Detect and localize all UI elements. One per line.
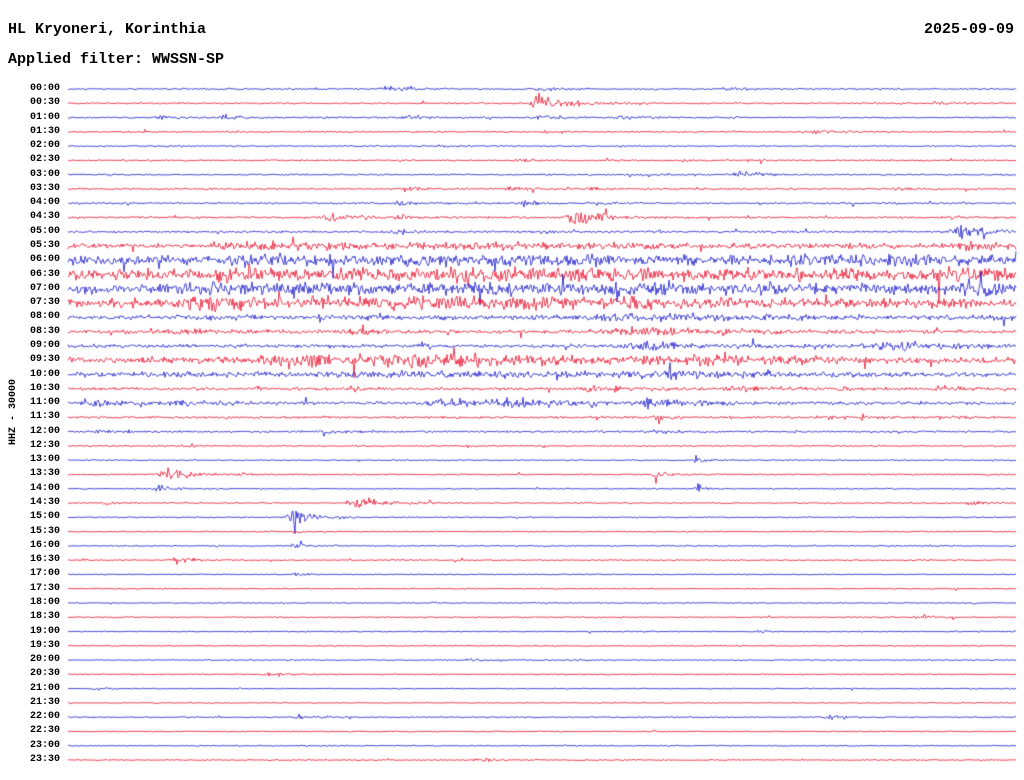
trace-time-label: 14:30 (29, 497, 60, 509)
trace-time-label: 03:00 (29, 168, 60, 180)
trace-time-label: 18:00 (29, 596, 60, 608)
trace-time-label: 09:00 (29, 339, 60, 351)
trace-time-label: 00:00 (29, 83, 60, 94)
trace-time-label: 09:30 (29, 354, 60, 366)
trace-time-label: 08:30 (29, 325, 60, 337)
trace-time-label: 06:00 (29, 254, 60, 266)
trace-time-label: 15:00 (29, 511, 60, 523)
trace-time-label: 11:30 (29, 411, 60, 423)
trace-time-label: 05:00 (29, 225, 60, 237)
filter-label: Applied filter: WWSSN-SP (8, 51, 225, 68)
trace-time-label: 04:30 (29, 211, 60, 223)
station-title: HL Kryoneri, Korinthia (8, 21, 207, 38)
trace-time-label: 20:30 (29, 668, 60, 680)
trace-time-label: 03:30 (29, 182, 60, 194)
trace-time-label: 14:00 (29, 482, 60, 494)
trace-time-label: 11:00 (29, 397, 60, 409)
time-label-column: 00:00 00:30 01:00 01:30 02:00 02:30 03:00 03:30… (0, 0, 62, 780)
trace-time-label: 17:00 (29, 568, 60, 580)
trace-time-label: 10:00 (29, 368, 60, 380)
trace-time-label: 21:30 (29, 696, 60, 708)
trace-time-label: 23:30 (29, 754, 60, 766)
trace-time-label: 18:30 (29, 611, 60, 623)
trace-time-label: 17:30 (29, 582, 60, 594)
trace-time-label: 19:00 (29, 625, 60, 637)
trace-time-label: 15:30 (29, 525, 60, 537)
trace-time-label: 08:00 (29, 311, 60, 323)
trace-time-label: 13:00 (29, 454, 60, 466)
trace-time-label: 06:30 (29, 268, 60, 280)
trace-time-label: 02:30 (29, 154, 60, 166)
trace-time-label: 16:30 (29, 554, 60, 566)
trace-time-label: 13:30 (29, 468, 60, 480)
trace-time-label: 05:30 (29, 240, 60, 252)
trace-time-label: 00:30 (29, 97, 60, 109)
trace-time-label: 04:00 (29, 197, 60, 209)
trace-time-label: 10:30 (29, 382, 60, 394)
trace-time-label: 02:00 (29, 140, 60, 152)
trace-time-label: 01:30 (29, 125, 60, 137)
trace-time-label: 12:00 (29, 425, 60, 437)
trace-time-label: 20:00 (29, 654, 60, 666)
trace-time-label: 12:30 (29, 439, 60, 451)
trace-time-label: 23:00 (29, 739, 60, 751)
trace-time-label: 19:30 (29, 639, 60, 651)
trace-time-label: 07:30 (29, 297, 60, 309)
trace-time-label: 07:00 (29, 282, 60, 294)
trace-time-label: 01:00 (29, 111, 60, 123)
trace-time-label: 21:00 (29, 682, 60, 694)
trace-time-label: 22:30 (29, 725, 60, 737)
trace-time-label: 22:00 (29, 711, 60, 723)
trace-time-label: 16:00 (29, 539, 60, 551)
header-date: 2025-09-09 (923, 21, 1014, 38)
